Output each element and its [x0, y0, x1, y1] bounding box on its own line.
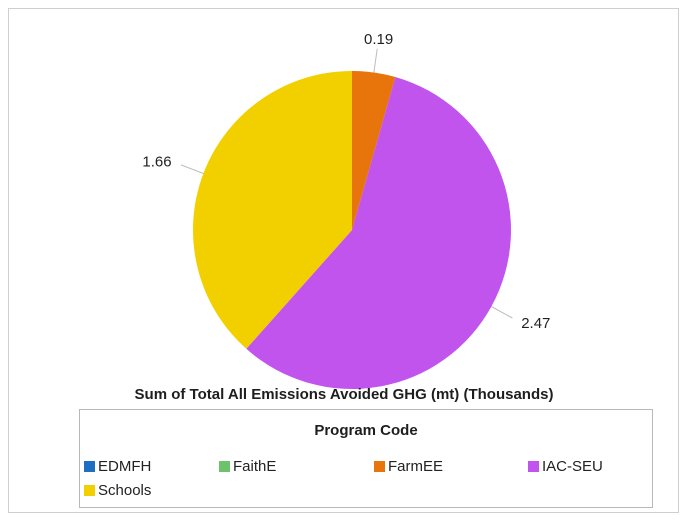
legend-label-edmfh: EDMFH: [98, 458, 152, 475]
data-label-iac-seu: 2.47: [521, 315, 550, 332]
legend-item-faithe[interactable]: FaithE: [219, 458, 276, 475]
legend-swatch-farmee: [374, 461, 385, 472]
legend-label-schools: Schools: [98, 482, 152, 499]
pie-slice-schools[interactable]: [192, 71, 352, 349]
leader-line-iac-seu: [491, 306, 513, 319]
leader-line-schools: [180, 164, 204, 174]
legend-label-iac-seu: IAC-SEU: [542, 458, 603, 475]
legend-title: Program Code: [314, 422, 418, 439]
legend: Program Code EDMFH FaithE FarmEE IAC-SEU…: [79, 409, 653, 508]
legend-item-iac-seu[interactable]: IAC-SEU: [528, 458, 603, 475]
legend-swatch-edmfh: [84, 461, 95, 472]
data-label-farmee: 0.19: [364, 31, 393, 48]
pie-slice-farmee[interactable]: [352, 71, 396, 230]
legend-swatch-schools: [84, 485, 95, 496]
legend-item-schools[interactable]: Schools: [84, 482, 151, 499]
chart-title: Sum of Total All Emissions Avoided GHG (…: [134, 386, 554, 403]
legend-label-faithe: FaithE: [233, 458, 277, 475]
leader-line-farmee: [373, 48, 378, 73]
legend-item-farmee[interactable]: FarmEE: [374, 458, 443, 475]
pie-slice-iac-seu[interactable]: [246, 77, 511, 389]
legend-label-farmee: FarmEE: [388, 458, 444, 475]
legend-swatch-iac-seu: [528, 461, 539, 472]
data-label-schools: 1.66: [142, 153, 171, 170]
legend-swatch-faithe: [219, 461, 230, 472]
legend-item-edmfh[interactable]: EDMFH: [84, 458, 151, 475]
